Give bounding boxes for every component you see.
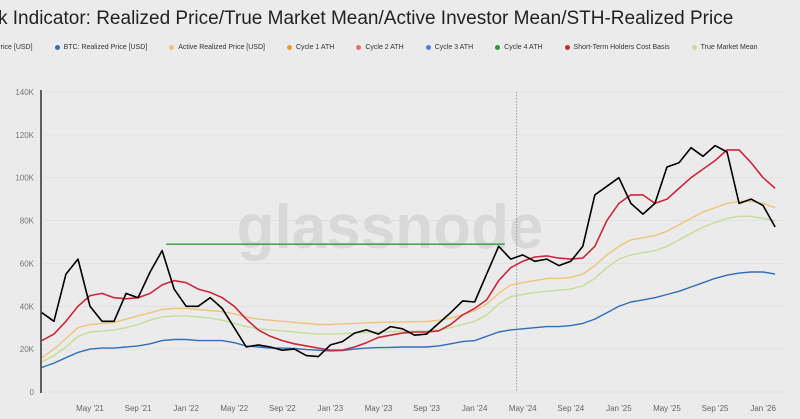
chart-title: k Indicator: Realized Price/True Market …	[0, 8, 734, 29]
x-tick-label: May '23	[365, 404, 393, 413]
y-tick-label: 120K	[15, 131, 34, 140]
watermark: glassnode	[237, 193, 544, 262]
x-tick-label: May '21	[76, 404, 104, 413]
series-line-active-realized-price-usd-	[41, 200, 776, 359]
y-tick-label: 60K	[20, 259, 35, 268]
series-line-btc-realized-price-usd-	[41, 271, 776, 369]
legend-dot-icon	[495, 45, 501, 50]
legend-label: BTC: Realized Price [USD]	[63, 44, 148, 51]
legend-dot-icon	[286, 45, 292, 50]
legend-label: Cycle 3 ATH	[434, 44, 474, 51]
x-tick-label: Sep '22	[269, 404, 296, 413]
x-tick-label: Jan '23	[318, 404, 344, 413]
legend-label: Active Realized Price [USD]	[178, 44, 265, 51]
x-tick-label: Jan '25	[606, 404, 632, 413]
x-tick-label: May '24	[509, 404, 537, 413]
y-tick-label: 40K	[20, 302, 35, 311]
legend-item[interactable]: Cycle 3 ATH	[425, 44, 474, 51]
x-tick-label: Sep '25	[702, 404, 729, 413]
legend-label: True Market Mean	[700, 44, 758, 51]
x-tick-label: Jan '24	[462, 404, 488, 413]
legend-label: Short-Term Holders Cost Basis	[573, 44, 670, 51]
y-tick-label: 80K	[20, 217, 35, 226]
legend-item[interactable]: Short-Term Holders Cost Basis	[564, 44, 670, 51]
legend-label: Price [USD]	[0, 44, 33, 51]
x-tick-label: Sep '24	[557, 404, 584, 413]
legend-dot-icon	[356, 45, 362, 50]
legend-dot-icon	[169, 45, 175, 50]
legend-label: Cycle 4 ATH	[504, 44, 543, 51]
legend-item[interactable]: BTC: Realized Price [USD]	[54, 44, 148, 51]
legend-dot-icon	[425, 45, 431, 50]
y-tick-label: 100K	[15, 174, 34, 183]
legend-item[interactable]: Price [USD]	[0, 44, 33, 51]
legend-item[interactable]: Cycle 4 ATH	[495, 44, 543, 51]
y-tick-label: 20K	[20, 345, 35, 354]
legend-dot-icon	[691, 45, 697, 50]
legend-dot-icon	[564, 45, 570, 50]
legend-label: Cycle 2 ATH	[365, 44, 404, 51]
legend-item[interactable]: Cycle 2 ATH	[356, 44, 404, 51]
legend-item[interactable]: Active Realized Price [USD]	[169, 44, 265, 51]
series-line-price-usd-	[41, 144, 776, 358]
x-tick-label: Jan '22	[173, 404, 199, 413]
legend-item[interactable]: Cycle 1 ATH	[286, 44, 335, 51]
legend-item[interactable]: True Market Mean	[691, 44, 758, 51]
x-tick-label: May '25	[653, 404, 681, 413]
x-tick-label: Jan '26	[750, 404, 776, 413]
legend-dot-icon	[54, 45, 60, 50]
x-tick-label: May '22	[220, 404, 248, 413]
y-tick-label: 0	[30, 388, 35, 397]
x-tick-label: Sep '23	[413, 404, 440, 413]
legend: Price [USD] BTC: Realized Price [USD] Acti…	[0, 44, 780, 51]
legend-label: Cycle 1 ATH	[295, 44, 335, 51]
x-tick-label: Sep '21	[125, 404, 152, 413]
y-tick-label: 140K	[15, 88, 34, 97]
